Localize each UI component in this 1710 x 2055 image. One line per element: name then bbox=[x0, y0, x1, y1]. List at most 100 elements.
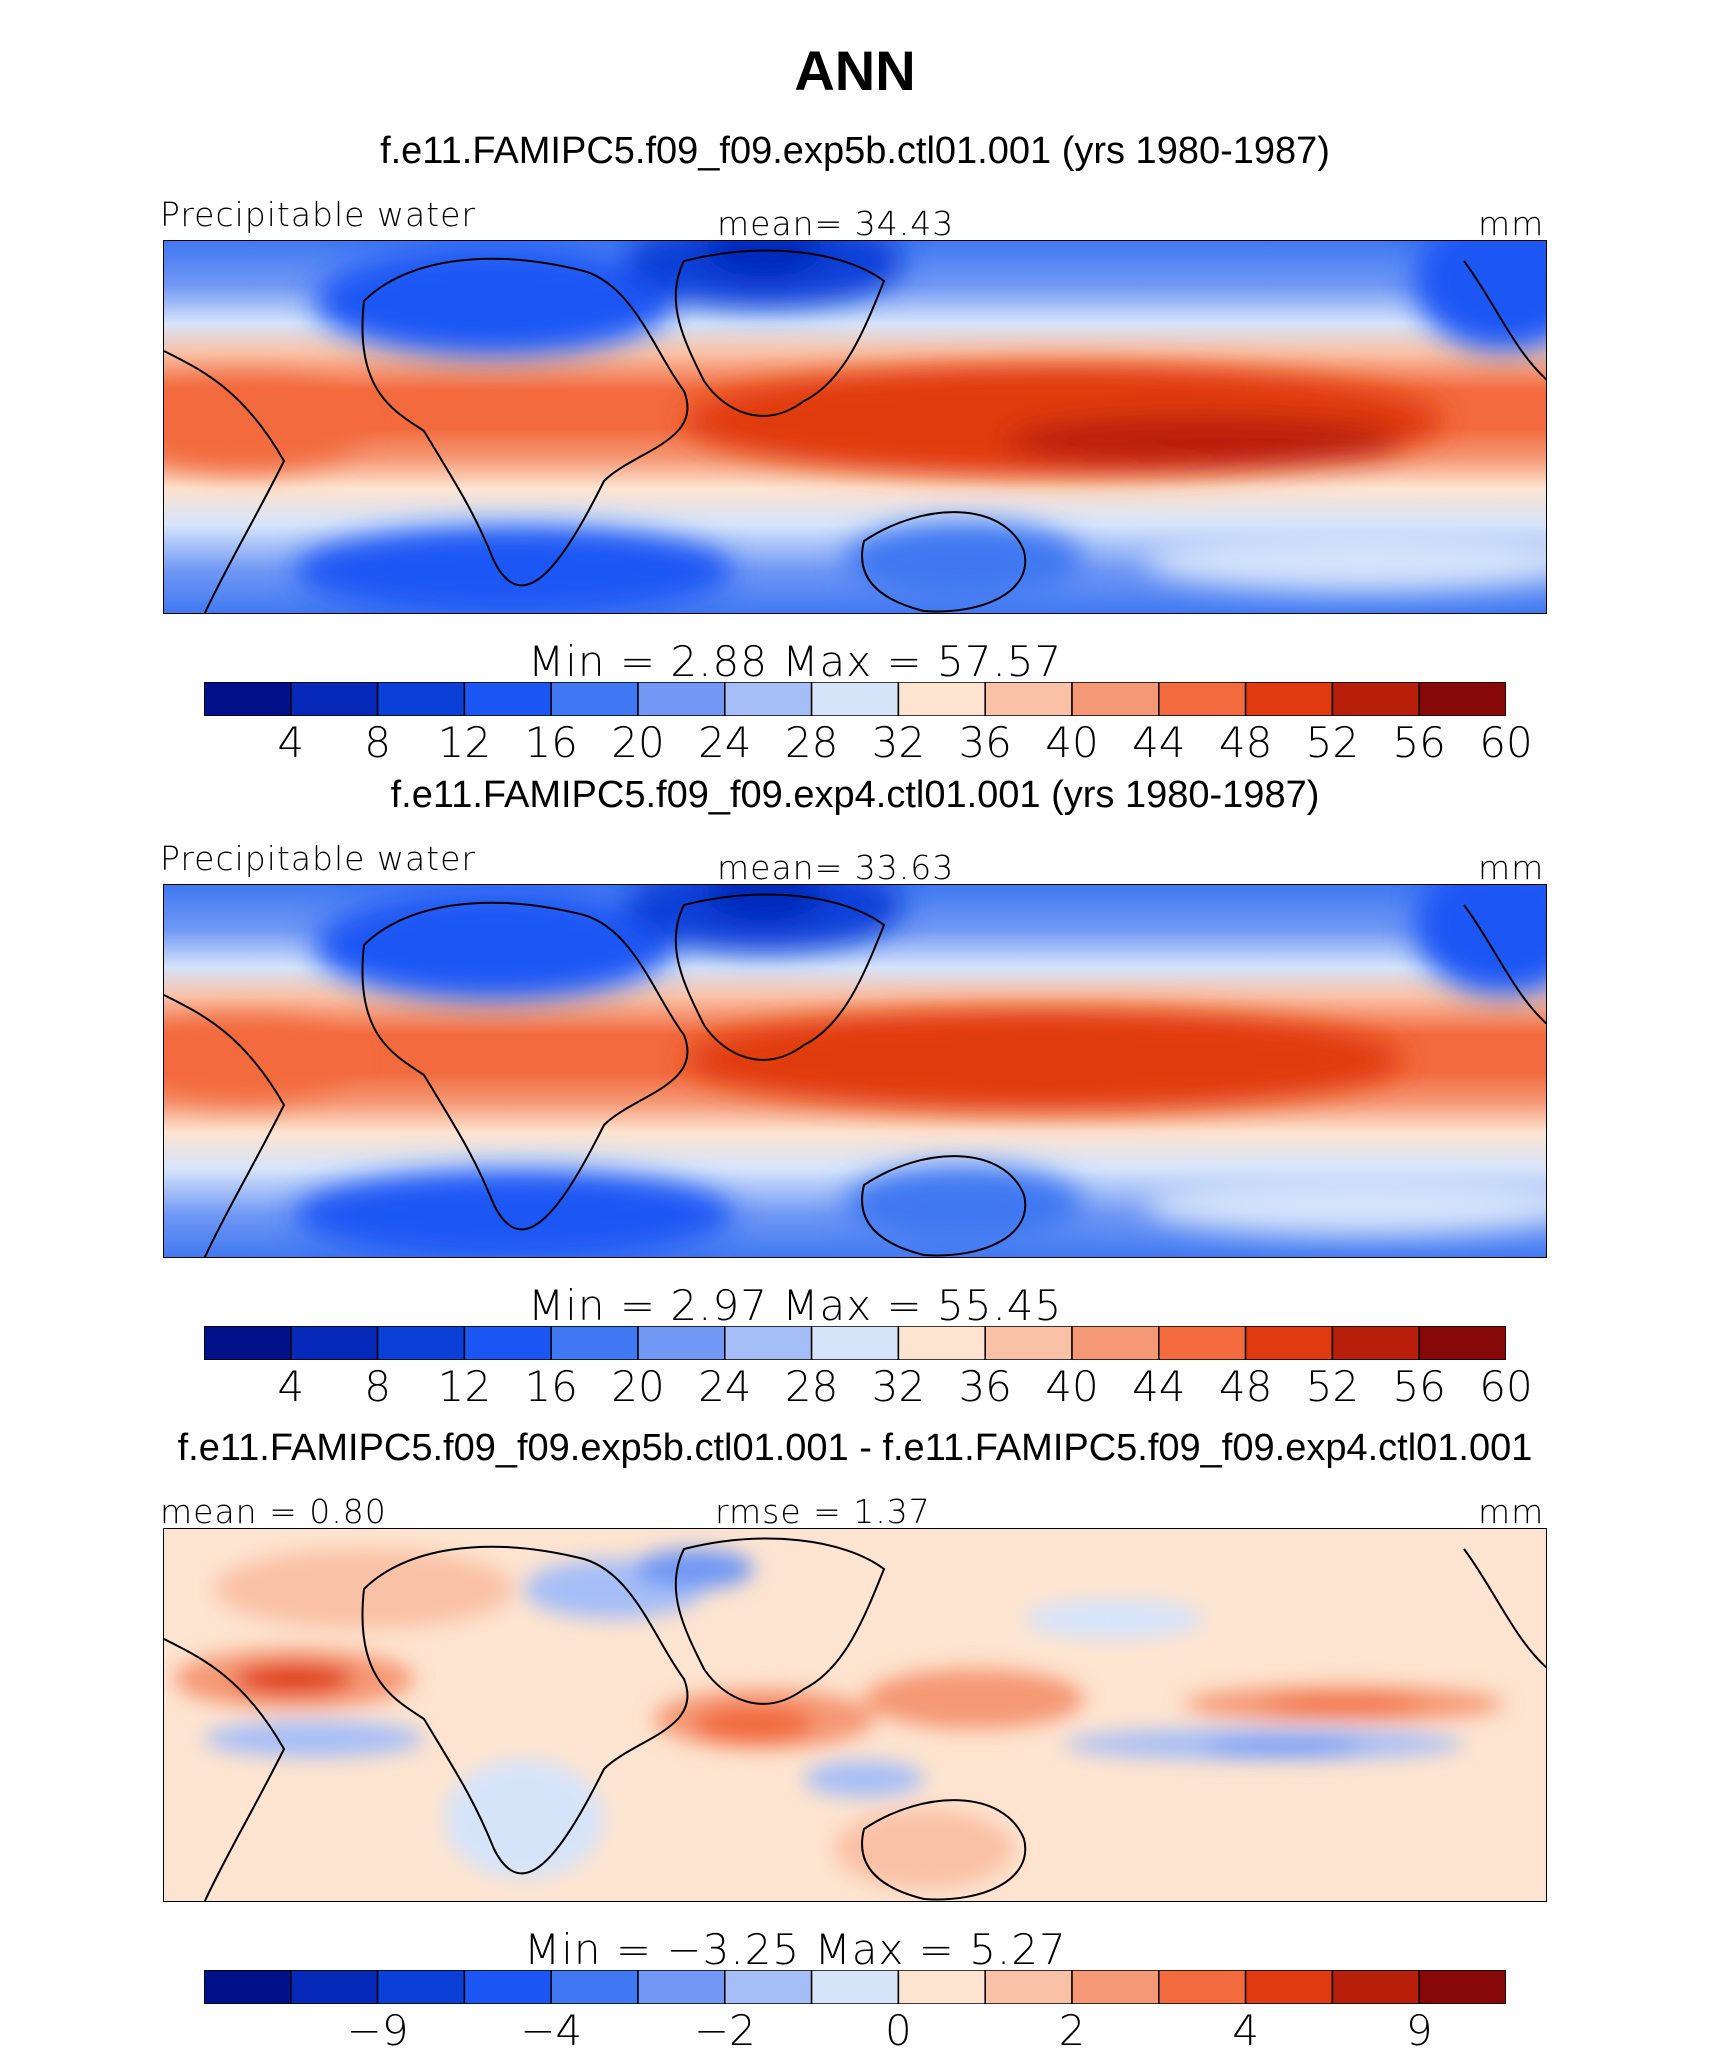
colorbar-tick-label: 4 bbox=[277, 718, 305, 767]
colorbar-swatch bbox=[1418, 1326, 1506, 1360]
colorbar-tick-label: 36 bbox=[958, 718, 1012, 767]
panel-2-map bbox=[163, 884, 1547, 1258]
panel-3-title: f.e11.FAMIPC5.f09_f09.exp5b.ctl01.001 - … bbox=[177, 1427, 1533, 1469]
colorbar-swatch bbox=[1071, 1326, 1160, 1360]
colorbar-swatch bbox=[1071, 682, 1160, 716]
colorbar-tick-label: 24 bbox=[698, 1362, 752, 1411]
colorbar-swatch bbox=[724, 1326, 813, 1360]
panel-3-coastlines bbox=[164, 1537, 1546, 1901]
colorbar-tick-label: 52 bbox=[1305, 1362, 1360, 1411]
colorbar-swatch bbox=[810, 682, 900, 716]
colorbar-swatch bbox=[204, 682, 292, 716]
colorbar-swatch bbox=[1158, 1970, 1247, 2004]
colorbar-swatch bbox=[204, 1970, 292, 2004]
colorbar-tick-label: 16 bbox=[524, 1362, 578, 1411]
colorbar-swatch bbox=[984, 1326, 1073, 1360]
colorbar-tick-label: 12 bbox=[437, 1362, 492, 1411]
colorbar-swatch bbox=[1244, 682, 1334, 716]
colorbar-tick-label: 8 bbox=[364, 1362, 391, 1411]
panel-1-field bbox=[164, 241, 1546, 613]
colorbar-tick-label: −2 bbox=[693, 2006, 756, 2055]
colorbar-swatch bbox=[290, 1970, 379, 2004]
colorbar-tick-label: 2 bbox=[1058, 2006, 1086, 2055]
colorbar-swatch bbox=[810, 1970, 900, 2004]
colorbar-swatch bbox=[1071, 1970, 1160, 2004]
colorbar-tick-label: 28 bbox=[784, 718, 839, 767]
colorbar-swatch bbox=[897, 1326, 986, 1360]
panel-3-mean-label: mean = 0.80 bbox=[160, 1492, 387, 1531]
colorbar-tick-label: 60 bbox=[1479, 718, 1533, 767]
main-title: ANN bbox=[794, 39, 916, 102]
panel-1-coastlines bbox=[164, 249, 1546, 613]
panel-2-variable-label: Precipitable water bbox=[160, 839, 476, 878]
panel-1-map bbox=[163, 240, 1547, 614]
panel-2-field bbox=[164, 885, 1546, 1257]
colorbar-tick-label: 4 bbox=[277, 1362, 305, 1411]
colorbar-swatch bbox=[376, 682, 466, 716]
panel-2-coastlines bbox=[164, 893, 1546, 1257]
colorbar-tick-label: 32 bbox=[871, 1362, 926, 1411]
colorbar-swatch bbox=[463, 1970, 552, 2004]
colorbar-swatch bbox=[1244, 1326, 1334, 1360]
colorbar-swatch bbox=[1331, 1326, 1420, 1360]
colorbar-swatch bbox=[1331, 682, 1420, 716]
panel-3-field bbox=[164, 1529, 1546, 1901]
panel-3-minmax: Min = −3.25 Max = 5.27 bbox=[524, 1925, 1067, 1974]
colorbar-tick-label: 0 bbox=[885, 2006, 912, 2055]
panel-1-title: f.e11.FAMIPC5.f09_f09.exp5b.ctl01.001 (y… bbox=[380, 130, 1330, 172]
colorbar-tick-label: 56 bbox=[1392, 1362, 1446, 1411]
colorbar-swatch bbox=[1244, 1970, 1334, 2004]
colorbar-swatch bbox=[637, 1970, 726, 2004]
panel-1-minmax: Min = 2.88 Max = 57.57 bbox=[528, 637, 1063, 686]
panel-3-units-label: mm bbox=[1478, 1492, 1545, 1531]
panel-3-colorbar bbox=[204, 1970, 1506, 2004]
colorbar-tick-label: 56 bbox=[1392, 718, 1446, 767]
colorbar-tick-label: 60 bbox=[1479, 1362, 1533, 1411]
colorbar-tick-label: −4 bbox=[520, 2006, 583, 2055]
colorbar-tick-label: 28 bbox=[784, 1362, 839, 1411]
panel-2-units-label: mm bbox=[1478, 848, 1545, 887]
colorbar-swatch bbox=[376, 1326, 466, 1360]
panel-1-units-label: mm bbox=[1478, 204, 1545, 243]
colorbar-swatch bbox=[897, 682, 986, 716]
colorbar-tick-label: −9 bbox=[346, 2006, 409, 2055]
colorbar-swatch bbox=[463, 1326, 552, 1360]
panel-1-mean-label: mean= 34.43 bbox=[717, 204, 955, 243]
panel-3-map bbox=[163, 1528, 1547, 1902]
colorbar-swatch bbox=[637, 1326, 726, 1360]
colorbar-swatch bbox=[550, 682, 639, 716]
colorbar-tick-label: 24 bbox=[698, 718, 752, 767]
colorbar-swatch bbox=[1418, 682, 1506, 716]
colorbar-swatch bbox=[1418, 1970, 1506, 2004]
colorbar-swatch bbox=[1158, 1326, 1247, 1360]
colorbar-tick-label: 4 bbox=[1232, 2006, 1259, 2055]
colorbar-tick-label: 12 bbox=[437, 718, 492, 767]
colorbar-swatch bbox=[984, 1970, 1073, 2004]
colorbar-swatch bbox=[1331, 1970, 1420, 2004]
panel-2-title: f.e11.FAMIPC5.f09_f09.exp4.ctl01.001 (yr… bbox=[390, 774, 1320, 816]
colorbar-swatch bbox=[463, 682, 552, 716]
panel-1-colorbar bbox=[204, 682, 1506, 716]
colorbar-tick-label: 9 bbox=[1405, 2006, 1433, 2055]
colorbar-tick-label: 40 bbox=[1045, 1362, 1099, 1411]
colorbar-swatch bbox=[550, 1326, 639, 1360]
colorbar-tick-label: 52 bbox=[1305, 718, 1360, 767]
panel-2-colorbar bbox=[204, 1326, 1506, 1360]
colorbar-tick-label: 36 bbox=[958, 1362, 1012, 1411]
colorbar-swatch bbox=[724, 682, 813, 716]
colorbar-swatch bbox=[897, 1970, 986, 2004]
colorbar-swatch bbox=[376, 1970, 466, 2004]
colorbar-swatch bbox=[204, 1326, 292, 1360]
colorbar-swatch bbox=[984, 682, 1073, 716]
panel-2-minmax: Min = 2.97 Max = 55.45 bbox=[528, 1281, 1063, 1330]
colorbar-swatch bbox=[290, 682, 379, 716]
colorbar-tick-label: 48 bbox=[1218, 718, 1273, 767]
colorbar-tick-label: 16 bbox=[524, 718, 578, 767]
colorbar-tick-label: 20 bbox=[611, 718, 665, 767]
colorbar-tick-label: 44 bbox=[1132, 718, 1186, 767]
colorbar-tick-label: 8 bbox=[364, 718, 391, 767]
colorbar-tick-label: 40 bbox=[1045, 718, 1099, 767]
colorbar-swatch bbox=[637, 682, 726, 716]
colorbar-swatch bbox=[724, 1970, 813, 2004]
colorbar-swatch bbox=[290, 1326, 379, 1360]
